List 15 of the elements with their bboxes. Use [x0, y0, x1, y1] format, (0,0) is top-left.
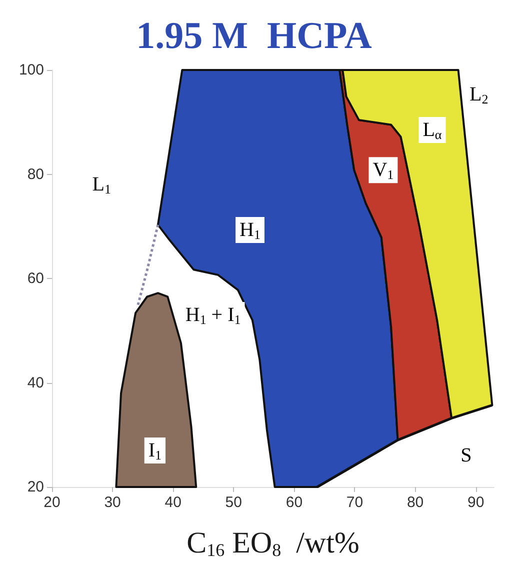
x-tick-label: 80	[406, 494, 424, 511]
y-tick-label: 60	[27, 270, 44, 287]
y-tick-label: 40	[27, 374, 44, 392]
annotation: S	[460, 444, 472, 467]
y-tick-label: 80	[27, 166, 44, 183]
x-tick-label: 40	[164, 494, 182, 511]
y-tick-label: 20	[27, 478, 44, 496]
x-tick-label: 70	[346, 494, 364, 511]
y-tick-label: 100	[18, 62, 44, 78]
x-tick-label: 20	[44, 494, 60, 511]
x-tick-label: 60	[286, 494, 303, 511]
x-tick-label: 90	[467, 494, 484, 511]
chart-title: 1.95 M HCPA	[136, 15, 372, 57]
x-tick-label: 30	[104, 494, 121, 511]
x-tick-label: 50	[225, 494, 242, 511]
